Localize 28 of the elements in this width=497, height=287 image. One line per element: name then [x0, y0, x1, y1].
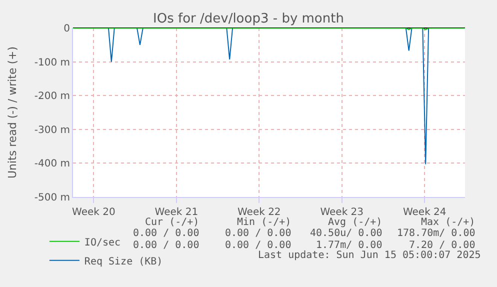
text: 0.00 / 0.00: [225, 228, 292, 239]
y-tick-label: -400 m: [34, 158, 70, 170]
y-tick-label: -300 m: [34, 124, 70, 136]
y-tick-label: 0: [64, 24, 70, 34]
y-tick-label: -200 m: [34, 91, 70, 102]
y-tick-label: -500 m: [34, 192, 70, 204]
legend-label: IO/sec: [84, 237, 121, 248]
text: 40.50u/ 0.00: [310, 228, 382, 239]
x-tick-label: Week 23: [320, 207, 364, 218]
text: 0.00 / 0.00: [133, 228, 200, 239]
text: 7.20 / 0.00: [409, 240, 476, 251]
legend-label: Req Size (KB): [84, 256, 163, 268]
y-tick-label: -100 m: [34, 57, 70, 68]
x-tick-label: Week 24: [402, 207, 446, 218]
text: 178.70m/ 0.00: [397, 228, 476, 239]
text: 0.00 / 0.00: [133, 240, 200, 251]
x-tick-label: Week 21: [154, 207, 198, 218]
y-axis-title: Units read (-) / write (+): [6, 46, 20, 179]
text: Max (-/+): [421, 217, 476, 228]
text: Last update: Sun Jun 15 05:00:07 2025: [258, 250, 481, 261]
text: 0.00 / 0.00: [225, 240, 292, 251]
text: Min (-/+): [237, 217, 292, 228]
text: Cur (-/+): [145, 217, 200, 228]
x-tick-label: Week 20: [72, 207, 116, 218]
text: Avg (-/+): [328, 217, 382, 228]
chart-title: IOs for /dev/loop3 - by month: [153, 12, 344, 27]
x-tick-label: Week 22: [237, 207, 281, 218]
text: 1.77m/ 0.00: [316, 240, 382, 251]
